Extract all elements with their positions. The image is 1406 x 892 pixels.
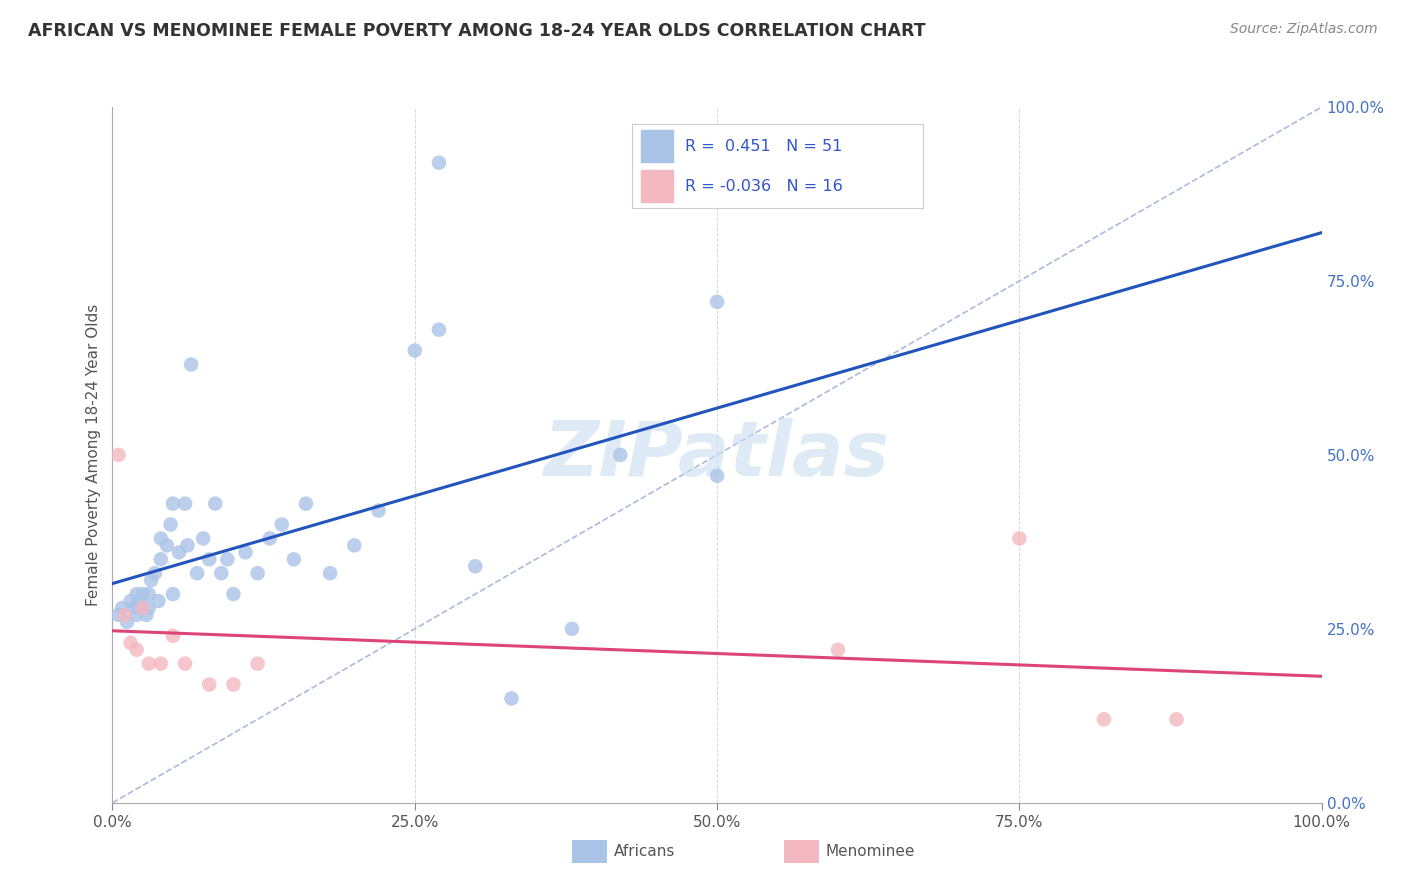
Point: [156, 538, 179, 552]
Bar: [641, 170, 673, 202]
Point: [143, 566, 166, 581]
Point: [259, 532, 281, 546]
Point: [561, 622, 583, 636]
Point: [125, 642, 148, 657]
Point: [128, 594, 150, 608]
Text: Menominee: Menominee: [825, 845, 915, 859]
Point: [174, 657, 197, 671]
Point: [209, 566, 232, 581]
Y-axis label: Female Poverty Among 18-24 Year Olds: Female Poverty Among 18-24 Year Olds: [86, 304, 101, 606]
Point: [222, 677, 245, 691]
Point: [167, 545, 190, 559]
Point: [1092, 712, 1115, 726]
Text: Source: ZipAtlas.com: Source: ZipAtlas.com: [1230, 22, 1378, 37]
Point: [107, 607, 129, 622]
Point: [295, 497, 318, 511]
Point: [706, 468, 728, 483]
Text: Africans: Africans: [614, 845, 675, 859]
Point: [1166, 712, 1188, 726]
Point: [162, 497, 184, 511]
Point: [149, 552, 172, 566]
Point: [609, 448, 631, 462]
Point: [827, 642, 849, 657]
Point: [174, 497, 197, 511]
Point: [319, 566, 342, 581]
Point: [246, 566, 269, 581]
Point: [132, 587, 155, 601]
Point: [148, 594, 170, 608]
Point: [115, 615, 138, 629]
Point: [120, 636, 142, 650]
Point: [404, 343, 426, 358]
Point: [138, 601, 160, 615]
Point: [111, 601, 134, 615]
Point: [162, 587, 184, 601]
Point: [180, 358, 202, 372]
Point: [191, 532, 214, 546]
Point: [367, 503, 389, 517]
Point: [343, 538, 366, 552]
Point: [501, 691, 523, 706]
Point: [159, 517, 181, 532]
Point: [138, 587, 160, 601]
Point: [107, 448, 129, 462]
Text: ZIPatlas: ZIPatlas: [544, 418, 890, 491]
Point: [427, 155, 450, 169]
Text: R = -0.036   N = 16: R = -0.036 N = 16: [685, 178, 842, 194]
Point: [186, 566, 208, 581]
Point: [235, 545, 257, 559]
Text: AFRICAN VS MENOMINEE FEMALE POVERTY AMONG 18-24 YEAR OLDS CORRELATION CHART: AFRICAN VS MENOMINEE FEMALE POVERTY AMON…: [28, 22, 925, 40]
Point: [135, 607, 157, 622]
Point: [132, 601, 155, 615]
Point: [176, 538, 198, 552]
Point: [222, 587, 245, 601]
Point: [149, 657, 172, 671]
Point: [198, 552, 221, 566]
Point: [464, 559, 486, 574]
Point: [217, 552, 239, 566]
Point: [246, 657, 269, 671]
Bar: [641, 130, 673, 162]
Point: [283, 552, 305, 566]
Point: [198, 677, 221, 691]
Point: [125, 607, 148, 622]
Point: [125, 587, 148, 601]
Point: [141, 573, 163, 587]
Point: [149, 532, 172, 546]
Point: [706, 294, 728, 309]
Point: [270, 517, 292, 532]
Point: [114, 607, 136, 622]
Point: [1008, 532, 1031, 546]
Point: [138, 657, 160, 671]
Point: [204, 497, 226, 511]
Point: [122, 601, 145, 615]
Point: [132, 601, 155, 615]
Text: R =  0.451   N = 51: R = 0.451 N = 51: [685, 139, 842, 154]
Point: [427, 323, 450, 337]
Point: [162, 629, 184, 643]
Point: [120, 594, 142, 608]
